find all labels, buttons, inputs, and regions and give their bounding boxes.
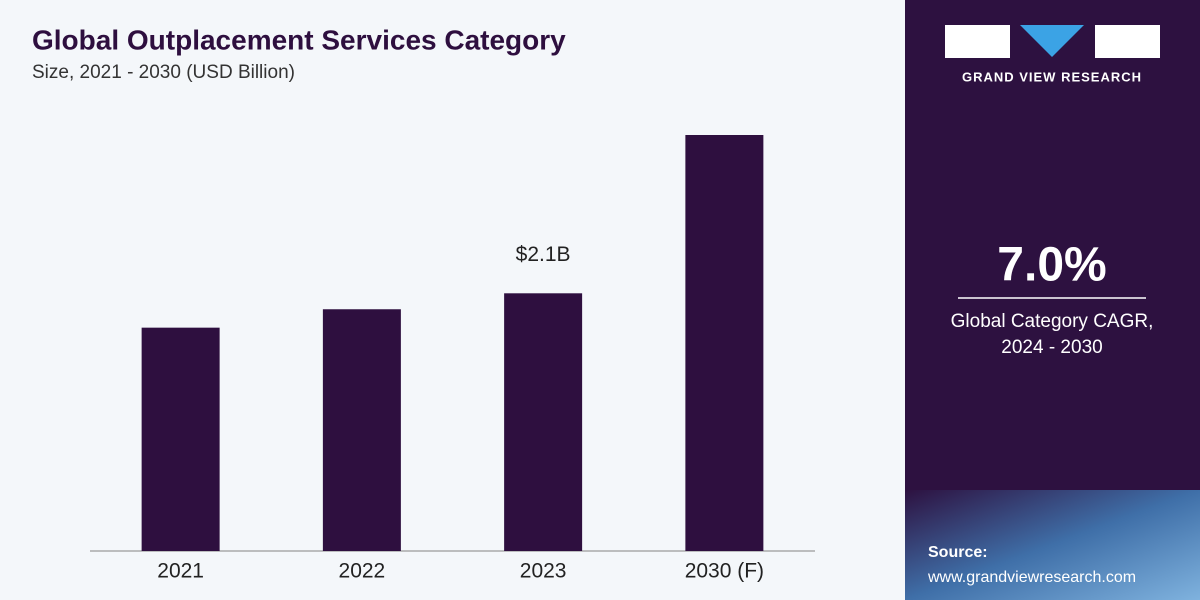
cagr-value: 7.0% [997, 239, 1106, 292]
cagr-label: 2024 - 2030 [1001, 337, 1102, 358]
logo [945, 25, 1160, 58]
cagr-label: Global Category CAGR, [951, 311, 1154, 332]
x-tick-label: 2021 [157, 560, 204, 583]
bar [685, 135, 764, 551]
bar [322, 309, 401, 551]
source-label: Source: [928, 544, 988, 561]
value-label: $2.1B [516, 243, 571, 266]
source-url: www.grandviewresearch.com [927, 569, 1136, 586]
brand: GRAND VIEW RESEARCH [962, 69, 1142, 84]
logo-triangle [1020, 25, 1084, 57]
logo-box [945, 25, 1010, 58]
x-tick-label: 2030 (F) [685, 560, 764, 583]
source-band [905, 490, 1200, 600]
chart-subtitle: Size, 2021 - 2030 (USD Billion) [32, 62, 295, 83]
chart-title: Global Outplacement Services Category [32, 24, 566, 55]
x-tick-label: 2022 [339, 560, 386, 583]
chart-background [0, 0, 905, 600]
bar [141, 327, 220, 551]
logo-box [1095, 25, 1160, 58]
x-tick-label: 2023 [520, 560, 567, 583]
bar [504, 293, 583, 551]
